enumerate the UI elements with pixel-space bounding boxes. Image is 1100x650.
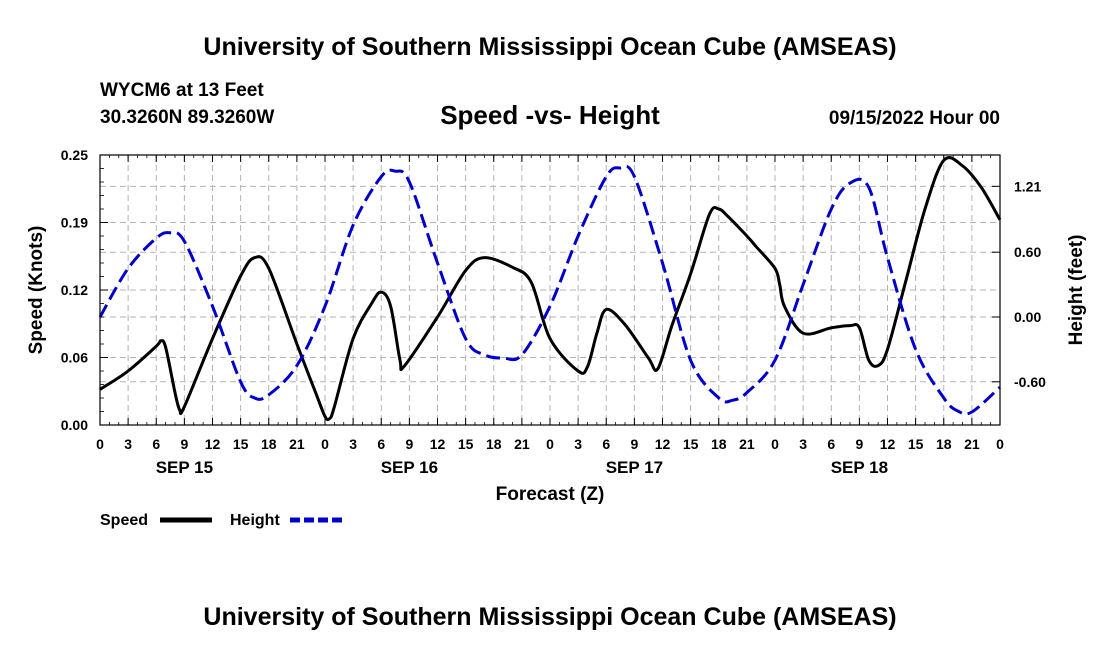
series-line-height bbox=[98, 164, 1002, 416]
x-tick-label: 15 bbox=[458, 436, 474, 452]
x-axis-label: Forecast (Z) bbox=[496, 484, 605, 505]
datetime-label: 09/15/2022 Hour 00 bbox=[829, 108, 1000, 129]
y-tick-label: 0.12 bbox=[61, 282, 88, 298]
y2-tick-label: 0.60 bbox=[1014, 244, 1041, 260]
y2-tick-label: -0.60 bbox=[1014, 374, 1046, 390]
main-title: University of Southern Mississippi Ocean… bbox=[203, 33, 896, 61]
x-tick-label: 9 bbox=[855, 436, 863, 452]
plot-title: Speed -vs- Height bbox=[440, 100, 660, 130]
legend: Speed Height bbox=[100, 512, 342, 529]
x-tick-label: 9 bbox=[630, 436, 638, 452]
x-tick-label: 6 bbox=[377, 436, 385, 452]
y-tick-label: 0.19 bbox=[61, 215, 88, 231]
x-tick-label: 6 bbox=[602, 436, 610, 452]
y-tick-label: 0.00 bbox=[61, 417, 88, 433]
y2-axis-label: Height (feet) bbox=[1066, 235, 1087, 346]
x-tick-label: 6 bbox=[152, 436, 160, 452]
x-tick-label: 0 bbox=[771, 436, 779, 452]
x-tick-label: 9 bbox=[180, 436, 188, 452]
x-tick-label: 12 bbox=[655, 436, 671, 452]
x-tick-label: 15 bbox=[683, 436, 699, 452]
x-tick-label: 15 bbox=[908, 436, 924, 452]
x-tick-label: 15 bbox=[233, 436, 249, 452]
x-tick-label: 21 bbox=[739, 436, 755, 452]
y-axis-label: Speed (Knots) bbox=[26, 226, 47, 355]
coordinates-label: 30.3260N 89.3260W bbox=[100, 107, 274, 128]
x-tick-label: 3 bbox=[124, 436, 132, 452]
x-tick-label: 21 bbox=[514, 436, 530, 452]
x-tick-label: 21 bbox=[964, 436, 980, 452]
x-tick-label: 21 bbox=[289, 436, 305, 452]
tick-labels: 0 3 6 9 12 15 18 21 0 3 6 9 12 15 18 21 0 3 6 9 12 15 18 21 0 3 6 9… bbox=[61, 147, 1046, 477]
series-group bbox=[98, 156, 1002, 422]
x-tick-label: 12 bbox=[205, 436, 221, 452]
x-tick-label: 0 bbox=[96, 436, 104, 452]
x-tick-label: 0 bbox=[321, 436, 329, 452]
day-label: SEP 15 bbox=[156, 458, 213, 477]
x-tick-label: 12 bbox=[430, 436, 446, 452]
x-tick-label: 18 bbox=[486, 436, 502, 452]
x-tick-label: 0 bbox=[996, 436, 1004, 452]
y2-tick-label: 0.00 bbox=[1014, 309, 1041, 325]
x-tick-label: 9 bbox=[405, 436, 413, 452]
footer-title: University of Southern Mississippi Ocean… bbox=[203, 603, 896, 631]
y-tick-label: 0.25 bbox=[61, 147, 88, 163]
x-tick-label: 6 bbox=[827, 436, 835, 452]
tick-marks bbox=[99, 154, 1001, 426]
y-tick-label: 0.06 bbox=[61, 350, 88, 366]
series-line-speed bbox=[99, 156, 1002, 422]
day-label: SEP 16 bbox=[381, 458, 438, 477]
legend-height-label: Height bbox=[230, 512, 280, 529]
x-tick-label: 0 bbox=[546, 436, 554, 452]
x-tick-label: 3 bbox=[349, 436, 357, 452]
station-label: WYCM6 at 13 Feet bbox=[100, 80, 264, 101]
x-tick-label: 12 bbox=[880, 436, 896, 452]
x-tick-label: 18 bbox=[711, 436, 727, 452]
x-tick-label: 18 bbox=[261, 436, 277, 452]
grid-lines bbox=[100, 155, 1000, 425]
x-tick-label: 3 bbox=[799, 436, 807, 452]
day-label: SEP 18 bbox=[831, 458, 888, 477]
y2-tick-label: 1.21 bbox=[1014, 178, 1041, 194]
legend-speed-label: Speed bbox=[100, 512, 148, 529]
day-label: SEP 17 bbox=[606, 458, 663, 477]
x-tick-label: 18 bbox=[936, 436, 952, 452]
x-tick-label: 3 bbox=[574, 436, 582, 452]
